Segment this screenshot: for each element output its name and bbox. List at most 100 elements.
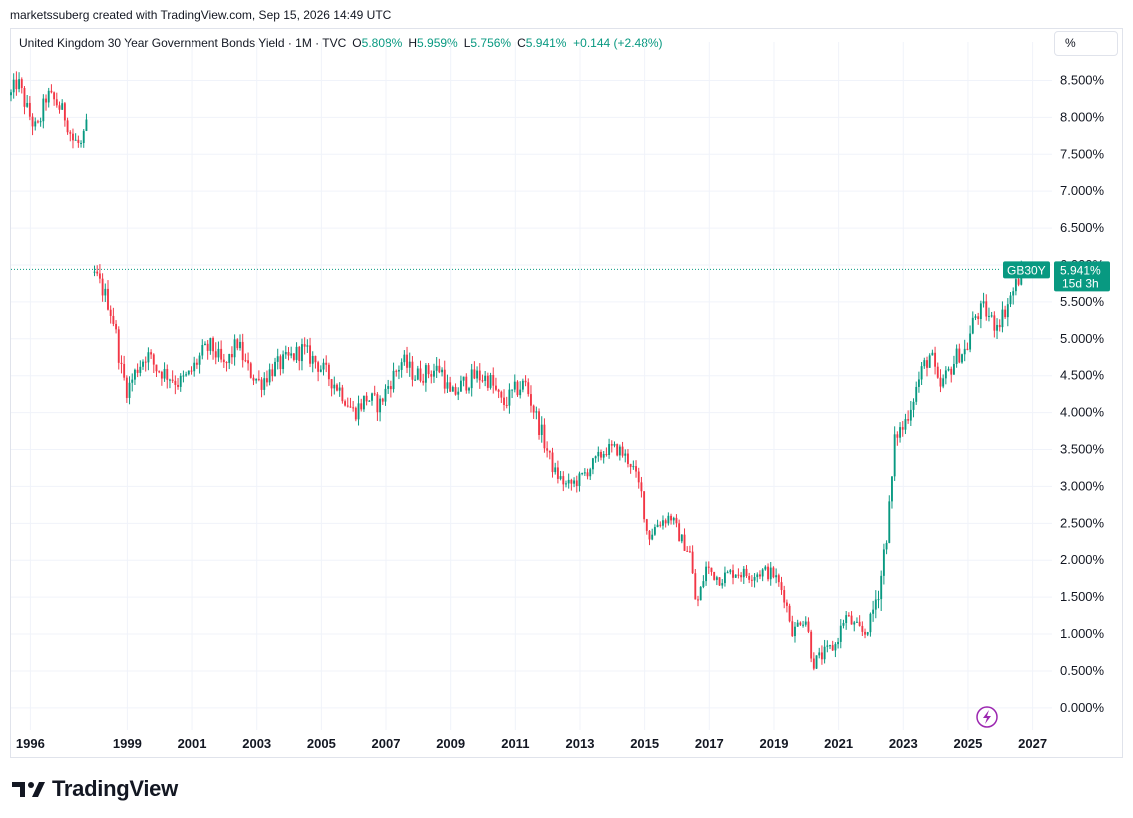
candle-body [678,523,681,542]
candle-body [516,381,519,396]
candle-body [408,361,411,368]
candle-body [955,348,958,364]
candle-body [788,605,791,622]
time-tick-label: 2001 [178,736,207,751]
candle-body [50,90,53,93]
candle-body [936,366,939,378]
candle-body [36,121,39,123]
candle-body [34,121,37,127]
candle-body [142,361,144,367]
candle-body [301,344,303,362]
candle-body [1006,304,1009,318]
candle-body [459,380,462,392]
candle-body [349,406,352,408]
candle-body [958,348,961,363]
candle-body [756,574,759,578]
candle-body [562,476,565,485]
tradingview-logo[interactable]: TradingView [12,776,178,802]
ticker-tag-label: GB30Y [1007,263,1046,277]
candle-body [950,368,953,375]
time-tick-label: 2025 [953,736,982,751]
candle-body [435,365,438,371]
candle-body [198,355,201,365]
price-tick-label: 6.500% [1060,220,1105,235]
candle-body [322,362,325,370]
candle-body [422,380,425,383]
time-tick-label: 1996 [16,736,45,751]
candle-body [715,577,718,580]
candle-body [341,387,344,402]
candle-body [939,377,942,387]
candle-body [325,362,328,365]
candle-body [767,566,769,580]
candle-body [80,142,82,144]
candle-body [150,352,153,355]
symbol-title[interactable]: United Kingdom 30 Year Government Bonds … [19,36,347,50]
candle-body [850,615,853,625]
candle-body [282,354,285,370]
candle-body [484,375,487,381]
candle-body [796,622,799,627]
candle-body [414,379,417,381]
candle-body [389,386,392,390]
candle-body [55,99,58,106]
candle-body [963,348,966,355]
candle-body [818,652,821,656]
time-axis: 1996 1999 2001 2003 2005 2007 2009 2011 2013 2015… [16,736,1047,751]
flash-icon[interactable] [976,706,998,728]
candle-body [45,98,47,103]
candle-body [120,362,123,365]
candle-body [360,403,363,410]
candle-body [917,379,920,387]
candle-body [573,480,576,484]
candle-body [187,370,190,375]
percent-scale-button[interactable]: % [1054,31,1118,56]
candle-body [893,434,896,477]
candle-body [858,621,861,626]
candle-body [247,360,250,364]
candle-body [513,381,516,390]
candle-body [220,348,223,360]
candle-body [28,102,31,117]
candle-body [861,625,864,632]
candle-body [265,378,268,383]
time-tick-label: 2007 [372,736,401,751]
candle-body [600,451,602,458]
candle-body [750,579,753,581]
candle-body [993,315,996,331]
candle-body [812,658,815,669]
candle-body [810,631,813,659]
candle-body [909,409,912,421]
candle-body [1001,309,1004,328]
time-tick-label: 2015 [630,736,659,751]
candle-body [292,353,295,360]
candle-body [559,476,562,479]
candle-body [845,615,848,624]
candle-body [791,621,794,637]
candle-body [98,273,101,279]
candle-body [233,339,236,358]
candle-body [26,102,29,107]
candle-body [20,79,23,89]
candle-body [726,572,729,574]
candle-body [702,581,705,587]
candle-body [395,370,398,372]
low-label: L [463,36,471,50]
candle-body [759,574,761,577]
candle-body [546,448,549,451]
candle-body [373,393,376,395]
candle-body [874,599,877,610]
candle-body [1004,309,1007,318]
candle-body [931,352,934,356]
candle-body [47,90,50,103]
candle-body [530,394,532,406]
candle-body [826,645,829,647]
candle-body [406,354,408,368]
high-value: 5.959% [417,36,458,50]
candle-body [478,370,481,381]
candle-body [128,382,131,398]
candle-body [58,105,61,110]
candle-body [387,386,390,389]
candle-body [624,453,627,456]
